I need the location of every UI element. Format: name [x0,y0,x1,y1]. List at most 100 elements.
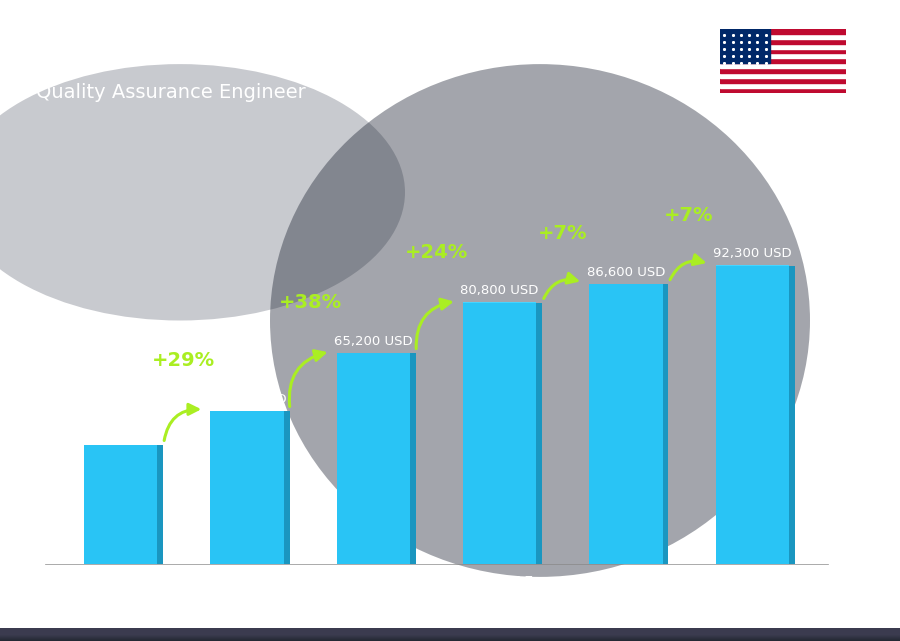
Bar [0,629,900,635]
Bar [0,633,900,639]
Text: 47,300 USD: 47,300 USD [208,392,286,406]
Bar [0,631,900,637]
Bar [720,53,846,58]
Bar [0,631,900,638]
Text: +24%: +24% [405,243,468,262]
Bar [720,69,846,73]
Bar [0,629,900,636]
Bar [0,629,900,636]
Bar [0,634,900,640]
Bar [0,635,900,641]
Bar [0,629,900,636]
Bar [0,629,900,635]
Bar [0,632,900,638]
Bar [0,630,900,637]
Bar [0,632,900,638]
Text: +38%: +38% [279,294,342,312]
Polygon shape [410,353,416,564]
Bar [0,631,900,638]
Bar [0,633,900,640]
Bar [720,29,846,34]
Bar [0,633,900,639]
Bar [0,629,900,635]
Bar [0,634,900,640]
Bar [0,630,900,637]
Bar [0,631,900,637]
Bar [0,634,900,640]
Bar [0,633,900,639]
Bar [0,629,900,635]
Bar [0,629,900,636]
Bar [0,633,900,639]
Bar [0,634,900,640]
Bar [720,73,846,78]
Bar [0,633,900,639]
Bar [0,635,900,641]
Bar [0,629,900,636]
Text: 92,300 USD: 92,300 USD [713,247,791,260]
Bar [0,632,900,638]
Bar [0,631,900,637]
Text: explorer.com: explorer.com [452,610,552,625]
Bar [0,629,900,636]
Bar [0,629,900,636]
Text: +7%: +7% [664,206,714,225]
Bar [0,629,900,636]
Bar [0,633,900,640]
Ellipse shape [0,64,405,321]
Bar [0,630,900,637]
Bar [720,88,846,93]
Text: +7%: +7% [538,224,588,243]
Polygon shape [284,411,290,564]
Bar [590,284,662,564]
Bar [0,634,900,640]
Bar [0,633,900,640]
Polygon shape [536,303,542,564]
Bar [0,633,900,640]
Bar [0,635,900,641]
Bar [0,630,900,637]
Bar [0,633,900,640]
Bar [0,631,900,637]
Text: +29%: +29% [152,351,215,370]
Bar [0,633,900,640]
Bar [85,445,158,564]
Text: Average Yearly Salary: Average Yearly Salary [871,314,884,442]
Bar [720,38,846,44]
Bar [0,628,900,635]
Bar [0,633,900,639]
Bar [0,634,900,640]
Bar [0,633,900,640]
Bar [0,631,900,637]
Bar [720,63,846,69]
Text: 65,200 USD: 65,200 USD [334,335,413,347]
Polygon shape [789,265,795,564]
Bar [0,631,900,637]
Bar [0,633,900,639]
Text: 80,800 USD: 80,800 USD [461,285,539,297]
Bar [0,631,900,638]
Bar [0,628,900,635]
Bar [0,631,900,638]
Bar [0,629,900,636]
Bar [0,632,900,638]
Bar [0,632,900,638]
Bar [0,628,900,635]
Bar [716,265,788,564]
Bar [0,631,900,638]
Bar [0,631,900,637]
Bar [0,632,900,638]
Bar [720,49,846,53]
Bar [720,58,846,63]
Bar [0,629,900,635]
Bar [0,630,900,637]
Text: 86,600 USD: 86,600 USD [587,265,665,279]
Bar [720,83,846,88]
Bar [720,29,770,63]
Bar [0,632,900,638]
Bar [0,631,900,637]
Bar [0,632,900,638]
Bar [0,632,900,638]
Bar [0,629,900,635]
Text: 36,800 USD: 36,800 USD [82,426,160,440]
